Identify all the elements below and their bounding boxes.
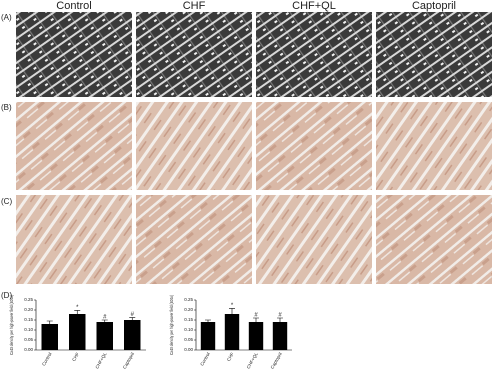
bar (124, 320, 141, 350)
significance-marker: # (254, 313, 258, 319)
y-axis-label: Cx40 density per high-power field (400x) (169, 295, 174, 355)
column-header: Captopril (412, 0, 456, 12)
micrograph (136, 195, 252, 284)
y-tick-label: 0.05 (184, 337, 193, 342)
bar (96, 322, 113, 350)
error-bar (74, 310, 81, 314)
micrograph (376, 102, 492, 190)
micrograph (256, 195, 372, 284)
y-tick-label: 0.25 (184, 297, 193, 302)
row-label: (D) (1, 291, 12, 300)
bar (224, 314, 240, 350)
bar (200, 322, 216, 350)
y-axis-label: Cx43 density per high-power field (400x) (9, 295, 14, 355)
column-header: CHF (183, 0, 206, 12)
micrograph (16, 195, 132, 284)
column-header: CHF+QL (292, 0, 336, 12)
significance-marker: # (103, 315, 107, 321)
row-label: (A) (1, 13, 12, 22)
micrograph (136, 12, 252, 97)
bar (248, 322, 264, 350)
row-label: (B) (1, 103, 12, 112)
micrograph (16, 12, 132, 97)
bar (41, 324, 58, 350)
error-bar (253, 317, 259, 322)
bar (272, 322, 288, 350)
x-tick-label: CHF (71, 351, 80, 362)
x-tick-label: Control (199, 352, 211, 367)
x-tick-label: CHF+QL (246, 351, 260, 369)
micrograph (256, 102, 372, 190)
error-bar (129, 317, 136, 320)
micrograph (376, 12, 492, 97)
y-tick-label: 0.20 (24, 307, 33, 312)
micrograph (16, 102, 132, 190)
y-tick-label: 0.10 (184, 327, 193, 332)
x-tick-label: Captopril (122, 352, 135, 370)
row-label: (C) (1, 197, 12, 206)
x-tick-label: Control (41, 352, 53, 367)
column-header: Control (56, 0, 91, 12)
significance-marker: # (278, 313, 282, 319)
y-tick-label: 0.15 (184, 317, 193, 322)
micrograph (376, 195, 492, 284)
image-grid (16, 12, 492, 284)
bar (69, 314, 86, 350)
micrograph (256, 12, 372, 97)
error-bar (46, 320, 53, 324)
x-tick-label: Captopril (270, 352, 283, 370)
y-tick-label: 0.00 (184, 347, 193, 352)
y-tick-label: 0.15 (24, 317, 33, 322)
error-bar (229, 308, 235, 314)
y-tick-label: 0.10 (24, 327, 33, 332)
significance-marker: # (131, 312, 135, 318)
y-tick-label: 0.20 (184, 307, 193, 312)
error-bar (101, 319, 108, 322)
micrograph (136, 102, 252, 190)
y-tick-label: 0.00 (24, 347, 33, 352)
x-tick-label: CHF (226, 351, 235, 362)
error-bar (205, 319, 211, 322)
error-bar (277, 317, 283, 322)
y-tick-label: 0.25 (24, 297, 33, 302)
y-tick-label: 0.05 (24, 337, 33, 342)
significance-marker: * (231, 303, 234, 309)
significance-marker: * (76, 305, 79, 311)
x-tick-label: CHF+QL (94, 351, 108, 369)
